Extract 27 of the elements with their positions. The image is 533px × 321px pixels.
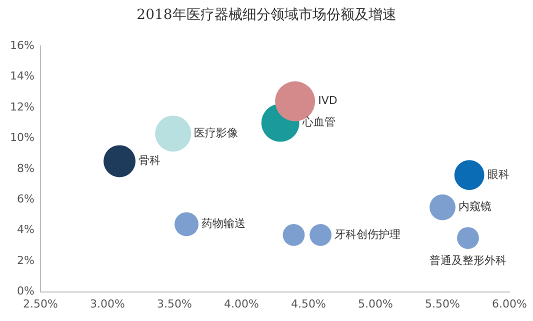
series-label: 普通及整形外科 bbox=[429, 254, 506, 267]
y-tick-label: 6% bbox=[16, 192, 34, 206]
series-label: 医疗影像 bbox=[194, 126, 238, 140]
x-tick-label: 2.50% bbox=[22, 297, 58, 310]
series-label: 内窥镜 bbox=[458, 200, 492, 214]
y-tick-label: 4% bbox=[16, 223, 34, 236]
series-label: 骨科 bbox=[138, 154, 161, 168]
series-label: 药物输送 bbox=[202, 217, 246, 230]
y-tick-label: 12% bbox=[10, 100, 34, 114]
x-tick-label: 3.00% bbox=[90, 297, 125, 310]
x-tick-label: 3.50% bbox=[156, 297, 192, 310]
x-tick-label: 5.50% bbox=[425, 297, 460, 310]
x-tick-label: 6.00% bbox=[492, 297, 528, 310]
y-tick-label: 8% bbox=[16, 162, 34, 175]
y-tick-label: 14% bbox=[10, 70, 34, 83]
chart-title: 2018年医疗器械细分领域市场份额及增速 bbox=[136, 6, 398, 25]
x-tick-label: 4.00% bbox=[224, 297, 259, 310]
y-tick-label: 0% bbox=[16, 284, 34, 298]
series-label: 牙科创伤护理 bbox=[334, 228, 401, 241]
series-label: IVD bbox=[318, 94, 338, 108]
y-tick-label: 2% bbox=[16, 254, 34, 267]
y-tick-label: 10% bbox=[10, 131, 34, 144]
series-label: 心血管 bbox=[301, 116, 336, 129]
y-tick-label: 16% bbox=[10, 38, 34, 52]
x-tick-label: 4.50% bbox=[291, 297, 326, 310]
series-label: 眼科 bbox=[487, 168, 510, 181]
x-tick-label: 5.00% bbox=[358, 297, 393, 310]
